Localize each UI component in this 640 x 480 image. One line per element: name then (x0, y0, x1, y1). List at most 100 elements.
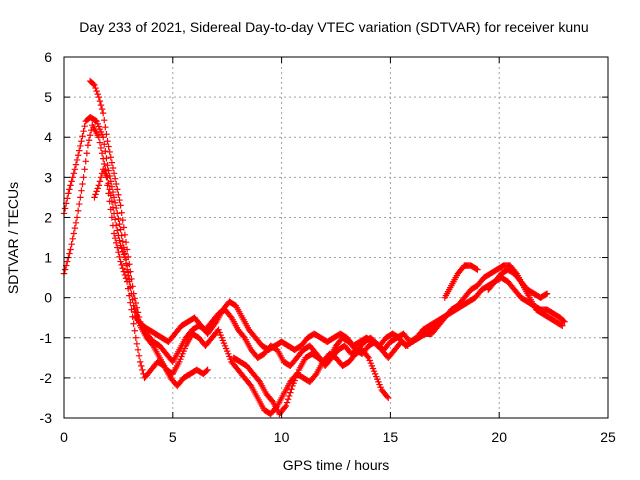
data-point (116, 220, 123, 228)
data-point (90, 80, 97, 88)
data-point (118, 261, 125, 269)
data-point (93, 87, 100, 95)
data-point (114, 244, 121, 251)
data-point (92, 84, 99, 92)
y-tick-label: -3 (40, 410, 53, 426)
data-point (94, 185, 101, 192)
series-track-1 (60, 121, 211, 390)
data-point (131, 305, 138, 313)
data-point (101, 160, 108, 168)
data-point (66, 250, 73, 257)
data-point (473, 265, 480, 273)
data-point (104, 162, 111, 169)
data-point (227, 313, 234, 320)
data-point (79, 180, 86, 188)
y-tick-label: 6 (44, 49, 52, 65)
data-point (119, 216, 126, 224)
data-point (95, 93, 103, 101)
data-point (110, 210, 118, 217)
data-point (68, 240, 75, 248)
data-point (121, 231, 129, 239)
data-point (104, 138, 111, 145)
data-point (96, 178, 104, 185)
data-point (132, 309, 140, 316)
data-point (69, 174, 76, 181)
data-point (102, 123, 109, 131)
series-track-8 (485, 266, 551, 301)
data-point (288, 386, 295, 393)
data-point (113, 204, 120, 212)
data-point (91, 194, 98, 201)
data-point (69, 235, 76, 243)
data-point (116, 237, 123, 244)
data-point (71, 166, 79, 173)
data-point (76, 200, 83, 208)
data-point (77, 142, 84, 150)
data-point (110, 170, 118, 177)
data-point (122, 238, 130, 246)
data-point (128, 290, 135, 297)
data-point (96, 139, 104, 146)
data-point (129, 313, 136, 320)
series-track-2 (60, 113, 442, 354)
data-point (132, 334, 140, 341)
data-point (76, 147, 83, 154)
data-point (204, 366, 211, 374)
data-point (92, 117, 99, 124)
data-point (111, 199, 119, 206)
data-point (281, 404, 289, 411)
data-point (110, 230, 118, 237)
data-point (105, 167, 112, 174)
y-tick-label: 0 (44, 290, 52, 306)
data-point (65, 190, 72, 197)
data-point (559, 322, 566, 329)
data-point (111, 216, 119, 223)
series-track-6 (408, 262, 566, 345)
data-point (119, 265, 126, 272)
data-point (113, 239, 120, 247)
data-point (287, 389, 294, 396)
data-point (240, 333, 247, 340)
data-point (121, 254, 129, 261)
series-track-7 (441, 262, 481, 301)
data-point (111, 234, 119, 242)
x-tick-label: 10 (274, 429, 290, 445)
data-point (131, 327, 138, 334)
data-point (81, 166, 88, 173)
series-track-4 (91, 166, 392, 418)
data-point (286, 392, 293, 400)
data-point (114, 186, 121, 193)
data-point (542, 291, 550, 298)
data-point (113, 180, 120, 188)
data-point (124, 253, 132, 261)
data-point (97, 174, 105, 181)
data-point (71, 224, 79, 232)
x-tick-label: 25 (600, 429, 616, 445)
x-tick-label: 5 (169, 429, 177, 445)
data-point (133, 312, 141, 319)
data-point (82, 158, 89, 165)
data-point (138, 362, 145, 370)
data-point (203, 367, 210, 375)
data-point (283, 399, 291, 406)
data-point (103, 131, 110, 138)
y-tick-label: 4 (44, 129, 52, 145)
data-point (120, 268, 128, 275)
chart-title: Day 233 of 2021, Sidereal Day-to-day VTE… (79, 19, 588, 35)
y-tick-label: 2 (44, 209, 52, 225)
data-point (105, 180, 112, 187)
data-point (119, 238, 126, 245)
data-point (74, 152, 82, 159)
data-point (312, 372, 319, 379)
data-point (74, 207, 82, 214)
data-point (560, 317, 567, 324)
data-point (80, 128, 87, 135)
data-point (403, 341, 410, 349)
grid-lines (64, 57, 608, 418)
data-point (84, 142, 92, 149)
data-point (92, 191, 99, 198)
data-point (107, 154, 114, 161)
data-point (127, 268, 134, 275)
plot-frame (63, 56, 609, 419)
data-point (117, 258, 124, 265)
